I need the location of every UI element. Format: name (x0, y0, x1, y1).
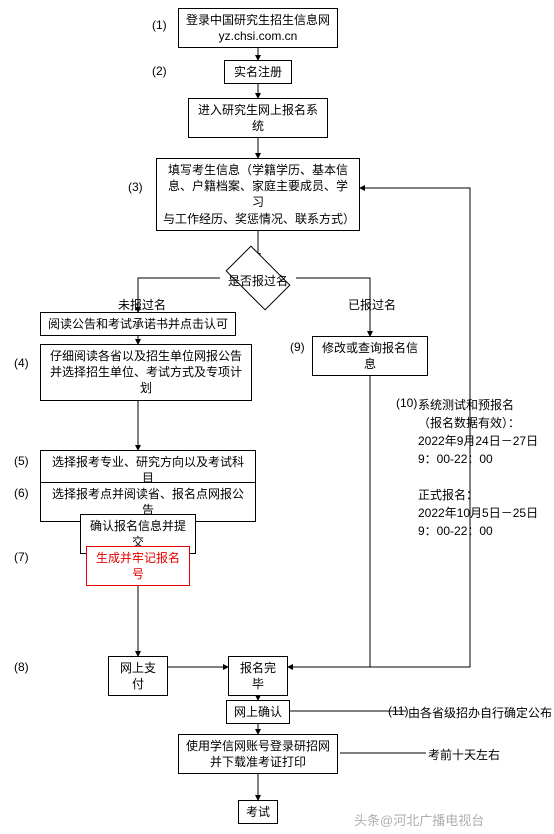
branch-yes-label: 已报过名 (348, 296, 396, 313)
box-download-print: 使用学信网账号登录研招网 并下载准考证打印 (178, 734, 338, 774)
watermark: 头条@河北广播电视台 (354, 810, 484, 829)
step-num-6: (6) (14, 486, 29, 500)
box-modify-text: 修改或查询报名信息 (319, 340, 421, 372)
anno-12: 考前十天左右 (428, 746, 500, 764)
box-done-text: 报名完毕 (235, 660, 281, 692)
box-read-notice: 阅读公告和考试承诺书并点击认可 (40, 312, 236, 336)
branch-no-label: 未报过名 (118, 296, 166, 313)
box-select-text: 仔细阅读各省以及招生单位网报公告 并选择招生单位、考试方式及专项计划 (47, 348, 245, 397)
step-num-5: (5) (14, 454, 29, 468)
anno-10: 系统测试和预报名 （报名数据有效）： 2022年9月24日－27日 9：00-2… (418, 396, 548, 540)
step-num-7: (7) (14, 550, 29, 564)
box-genid-text: 生成并牢记报名号 (93, 550, 183, 582)
box-register: 实名注册 (224, 60, 292, 84)
box-select-unit: 仔细阅读各省以及招生单位网报公告 并选择招生单位、考试方式及专项计划 (40, 344, 252, 401)
step-num-9: (9) (290, 340, 305, 354)
step-num-1: (1) (152, 18, 167, 32)
box-read-text: 阅读公告和考试承诺书并点击认可 (48, 316, 228, 332)
box-register-text: 实名注册 (234, 64, 282, 80)
box-pay-text: 网上支付 (115, 660, 161, 692)
anno-num-10: (10) (396, 396, 417, 410)
box-oconfirm-text: 网上确认 (234, 704, 282, 720)
step-num-8: (8) (14, 660, 29, 674)
box-enter-text: 进入研究生网上报名系统 (195, 102, 321, 134)
box-pay-online: 网上支付 (108, 656, 168, 696)
decision-label: 是否报过名 (218, 272, 298, 289)
box-generate-id: 生成并牢记报名号 (86, 546, 190, 586)
box-exam: 考试 (238, 800, 278, 824)
box-signup-done: 报名完毕 (228, 656, 288, 696)
box-print-text: 使用学信网账号登录研招网 并下载准考证打印 (186, 738, 330, 770)
anno-11: 由各省级招办自行确定公布 (408, 704, 554, 722)
box-login: 登录中国研究生招生信息网 yz.chsi.com.cn (178, 8, 338, 48)
box-enter-system: 进入研究生网上报名系统 (188, 98, 328, 138)
box-exam-text: 考试 (246, 804, 270, 820)
step-num-2: (2) (152, 64, 167, 78)
anno-num-11: (11) (388, 704, 408, 718)
step-num-3: (3) (128, 180, 143, 194)
box-modify-query: 修改或查询报名信息 (312, 336, 428, 376)
box-fill-info: 填写考生信息（学籍学历、基本信 息、户籍档案、家庭主要成员、学习 与工作经历、奖… (156, 158, 360, 231)
box-online-confirm: 网上确认 (226, 700, 290, 724)
step-num-4: (4) (14, 356, 29, 370)
box-fill-text: 填写考生信息（学籍学历、基本信 息、户籍档案、家庭主要成员、学习 与工作经历、奖… (163, 162, 353, 227)
box-login-text: 登录中国研究生招生信息网 yz.chsi.com.cn (186, 12, 330, 44)
